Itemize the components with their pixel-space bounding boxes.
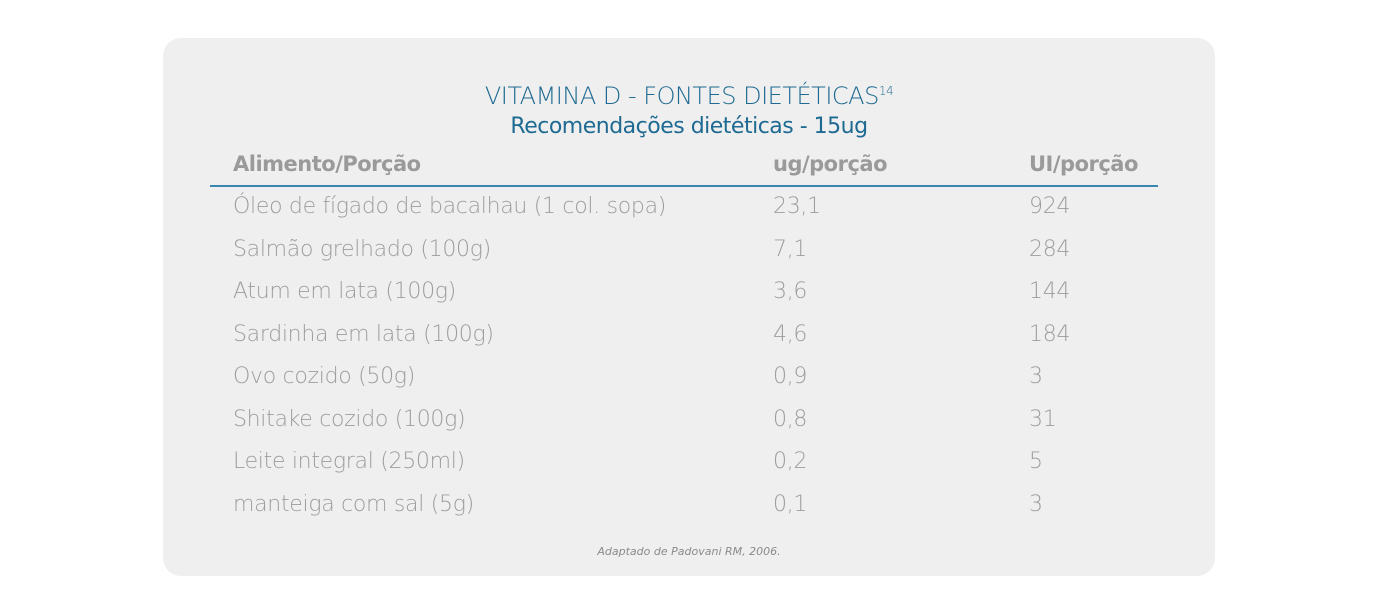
ui-cell: 924 <box>1029 194 1071 219</box>
food-cell: Salmão grelhado (100g) <box>233 236 491 262</box>
table-subtitle: Recomendações dietéticas - 15ug <box>510 114 868 139</box>
title-reference: 14 <box>878 84 894 98</box>
food-cell: Sardinha em lata (100g) <box>233 321 494 347</box>
food-cell: Leite integral (250ml) <box>233 449 465 474</box>
title-text: VITAMINA D - FONTES DIETÉTICAS <box>484 82 879 110</box>
header-divider <box>210 185 1158 187</box>
food-cell: manteiga com sal (5g) <box>233 491 474 517</box>
food-cell: Shitake cozido (100g) <box>233 406 466 432</box>
column-header-ug: ug/porção <box>773 152 888 176</box>
ug-cell: 23,1 <box>773 194 821 219</box>
food-cell: Atum em lata (100g) <box>233 279 456 304</box>
table-title: VITAMINA D - FONTES DIETÉTICAS14 <box>163 82 1215 110</box>
vitamin-d-table-card: VITAMINA D - FONTES DIETÉTICAS14 Recomen… <box>163 38 1215 576</box>
ug-cell: 7,1 <box>773 236 808 262</box>
column-header-ui: UI/porção <box>1029 152 1138 176</box>
ug-cell: 0,8 <box>773 406 808 432</box>
food-cell: Óleo de fígado de bacalhau (1 col. sopa) <box>233 194 667 219</box>
ui-cell: 144 <box>1029 279 1071 304</box>
ui-cell: 284 <box>1029 236 1071 262</box>
ug-cell: 0,1 <box>773 491 808 517</box>
ug-cell: 0,9 <box>773 364 808 389</box>
food-cell: Ovo cozido (50g) <box>233 364 415 389</box>
ug-cell: 3,6 <box>773 279 808 304</box>
ui-cell: 3 <box>1029 491 1043 517</box>
column-header-food: Alimento/Porção <box>233 152 421 176</box>
ui-cell: 184 <box>1029 321 1071 347</box>
source-note: Adaptado de Padovani RM, 2006. <box>597 545 781 558</box>
ui-cell: 3 <box>1029 364 1043 389</box>
ug-cell: 0,2 <box>773 449 808 474</box>
ug-cell: 4,6 <box>773 321 808 347</box>
ui-cell: 5 <box>1029 449 1043 474</box>
ui-cell: 31 <box>1029 406 1057 432</box>
